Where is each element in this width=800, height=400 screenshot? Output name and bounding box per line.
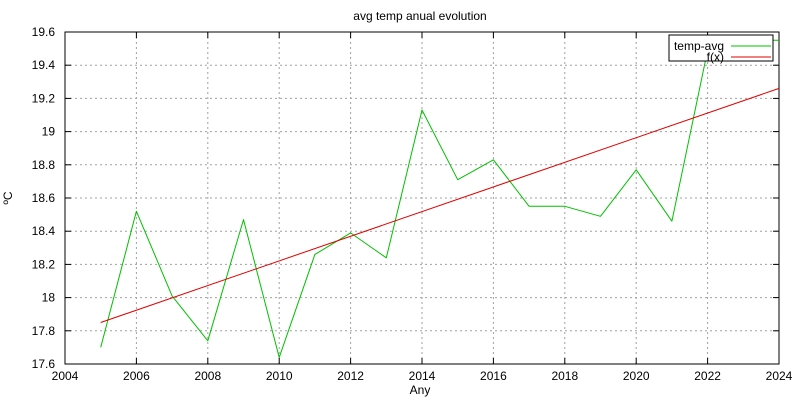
x-tick-label: 2016: [480, 369, 507, 383]
legend: temp-avg f(x): [668, 34, 774, 64]
x-tick-label: 2006: [123, 369, 150, 383]
x-tick-label: 2012: [337, 369, 364, 383]
y-tick-label: 19: [42, 125, 56, 139]
data-series: [100, 39, 780, 358]
y-tick-label: 18.8: [32, 158, 56, 172]
y-tick-label: 19.4: [32, 58, 56, 72]
y-tick-label: 18: [42, 291, 56, 305]
grid: [65, 32, 779, 364]
y-tick-label: 18.6: [32, 191, 56, 205]
x-tick-label: 2022: [694, 369, 721, 383]
y-tick-label: 17.6: [32, 357, 56, 371]
x-axis-label: Any: [410, 383, 431, 397]
chart-title: avg temp anual evolution: [353, 9, 486, 23]
x-tick-label: 2018: [551, 369, 578, 383]
y-axis-label: ºC: [1, 191, 15, 204]
x-tick-label: 2010: [266, 369, 293, 383]
x-tick-label: 2014: [409, 369, 436, 383]
series-line-fx: [100, 87, 780, 323]
y-tick-label: 18.4: [32, 224, 56, 238]
y-tick-label: 19.6: [32, 25, 56, 39]
x-tick-label: 2008: [194, 369, 221, 383]
y-tick-label: 18.2: [32, 257, 56, 271]
x-tick-label: 2020: [623, 369, 650, 383]
y-tick-label: 19.2: [32, 91, 56, 105]
x-tick-label: 2004: [52, 369, 79, 383]
legend-label-temp-avg: temp-avg: [674, 39, 724, 53]
axis-ticks: 2004 2006 2008 2010 2012 2014 2016 2018 2020 2022…: [32, 25, 793, 383]
y-tick-label: 17.8: [32, 324, 56, 338]
legend-label-fx: f(x): [707, 50, 724, 64]
series-line-temp-avg: [100, 39, 779, 358]
x-tick-label: 2024: [766, 369, 793, 383]
